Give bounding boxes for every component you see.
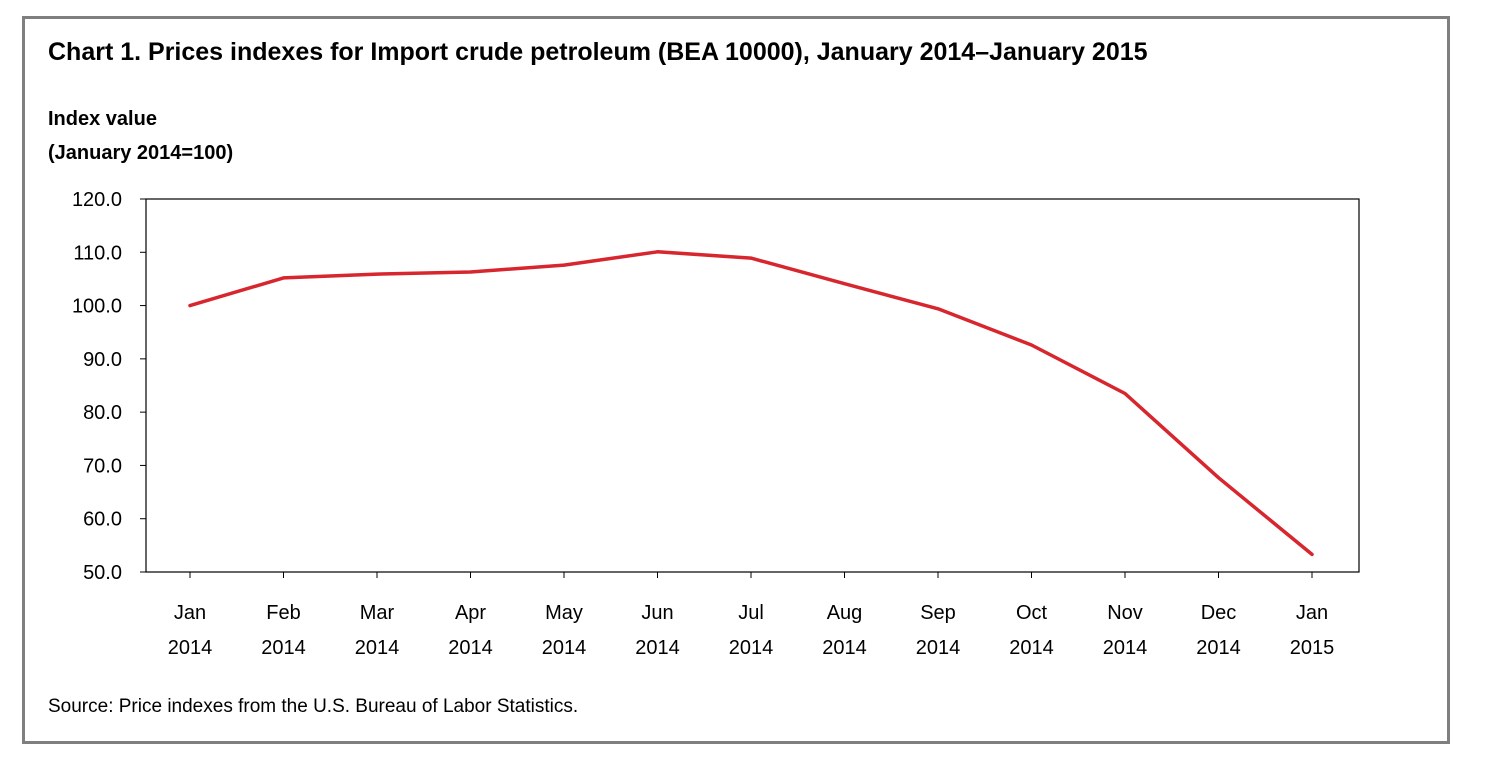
data-point xyxy=(1310,552,1314,556)
data-point xyxy=(936,307,940,311)
x-tick-label-year: 2014 xyxy=(355,637,400,659)
data-point xyxy=(656,250,659,254)
data-point xyxy=(1123,391,1127,395)
x-axis: Jan 2014 Feb 2014 Mar 2014 Apr 2014 May 2014 Jun 20… xyxy=(168,572,1335,659)
x-tick-label-month: Jul xyxy=(738,602,764,624)
chart-title: Chart 1. Prices indexes for Import crude… xyxy=(48,38,1148,66)
y-axis-label-line1: Index value xyxy=(48,108,157,130)
x-tick-label-year: 2014 xyxy=(261,637,306,659)
x-tick-label-year: 2014 xyxy=(542,637,587,659)
x-tick-label-year: 2014 xyxy=(448,637,493,659)
x-tick-label-month: Nov xyxy=(1107,602,1143,624)
y-tick-label: 90.0 xyxy=(83,349,122,371)
series-line xyxy=(188,250,1314,557)
x-tick-label-month: Feb xyxy=(266,602,300,624)
x-tick-label-year: 2014 xyxy=(729,637,774,659)
x-tick-label-year: 2014 xyxy=(1196,637,1241,659)
x-tick-label-month: Apr xyxy=(455,602,486,624)
x-tick-label-year: 2014 xyxy=(635,637,680,659)
x-tick-label-month: May xyxy=(545,602,583,624)
data-point xyxy=(1030,343,1033,347)
x-tick-label-year: 2014 xyxy=(168,637,213,659)
x-tick-label-month: Jan xyxy=(174,602,206,624)
x-tick-label-year: 2014 xyxy=(1009,637,1054,659)
x-tick-label-month: Jan xyxy=(1296,602,1328,624)
x-tick-label-month: Oct xyxy=(1016,602,1048,624)
data-point xyxy=(282,276,285,280)
data-point xyxy=(749,256,753,260)
data-point xyxy=(1217,476,1220,480)
data-point xyxy=(843,282,846,286)
x-tick-label-year: 2014 xyxy=(822,637,867,659)
y-tick-label: 110.0 xyxy=(73,242,122,264)
x-tick-label-month: Aug xyxy=(827,602,863,624)
x-tick-label-year: 2014 xyxy=(916,637,961,659)
data-point xyxy=(469,270,472,274)
x-tick-label-year: 2015 xyxy=(1290,637,1335,659)
x-tick-label-month: Mar xyxy=(360,602,395,624)
data-point xyxy=(188,304,192,308)
y-tick-label: 50.0 xyxy=(83,562,122,584)
y-axis-label-line2: (January 2014=100) xyxy=(48,142,234,164)
data-point xyxy=(562,263,566,267)
x-tick-label-year: 2014 xyxy=(1103,637,1148,659)
y-tick-label: 100.0 xyxy=(72,296,122,318)
y-tick-label: 60.0 xyxy=(83,509,122,531)
y-tick-label: 120.0 xyxy=(72,189,122,211)
x-tick-label-month: Dec xyxy=(1201,602,1237,624)
x-tick-label-month: Jun xyxy=(641,602,673,624)
source-note: Source: Price indexes from the U.S. Bure… xyxy=(48,696,579,717)
x-tick-label-month: Sep xyxy=(920,602,956,624)
y-axis-label: Index value (January 2014=100) xyxy=(48,102,233,170)
data-point xyxy=(375,272,379,276)
y-axis: 120.0 110.0 100.0 90.0 80.0 70.0 60.0 50.0 xyxy=(72,189,146,584)
y-tick-label: 80.0 xyxy=(83,402,122,424)
chart-frame xyxy=(22,16,1450,744)
series-layer xyxy=(188,250,1314,557)
y-tick-label: 70.0 xyxy=(83,455,122,477)
plot-area xyxy=(145,198,1360,573)
